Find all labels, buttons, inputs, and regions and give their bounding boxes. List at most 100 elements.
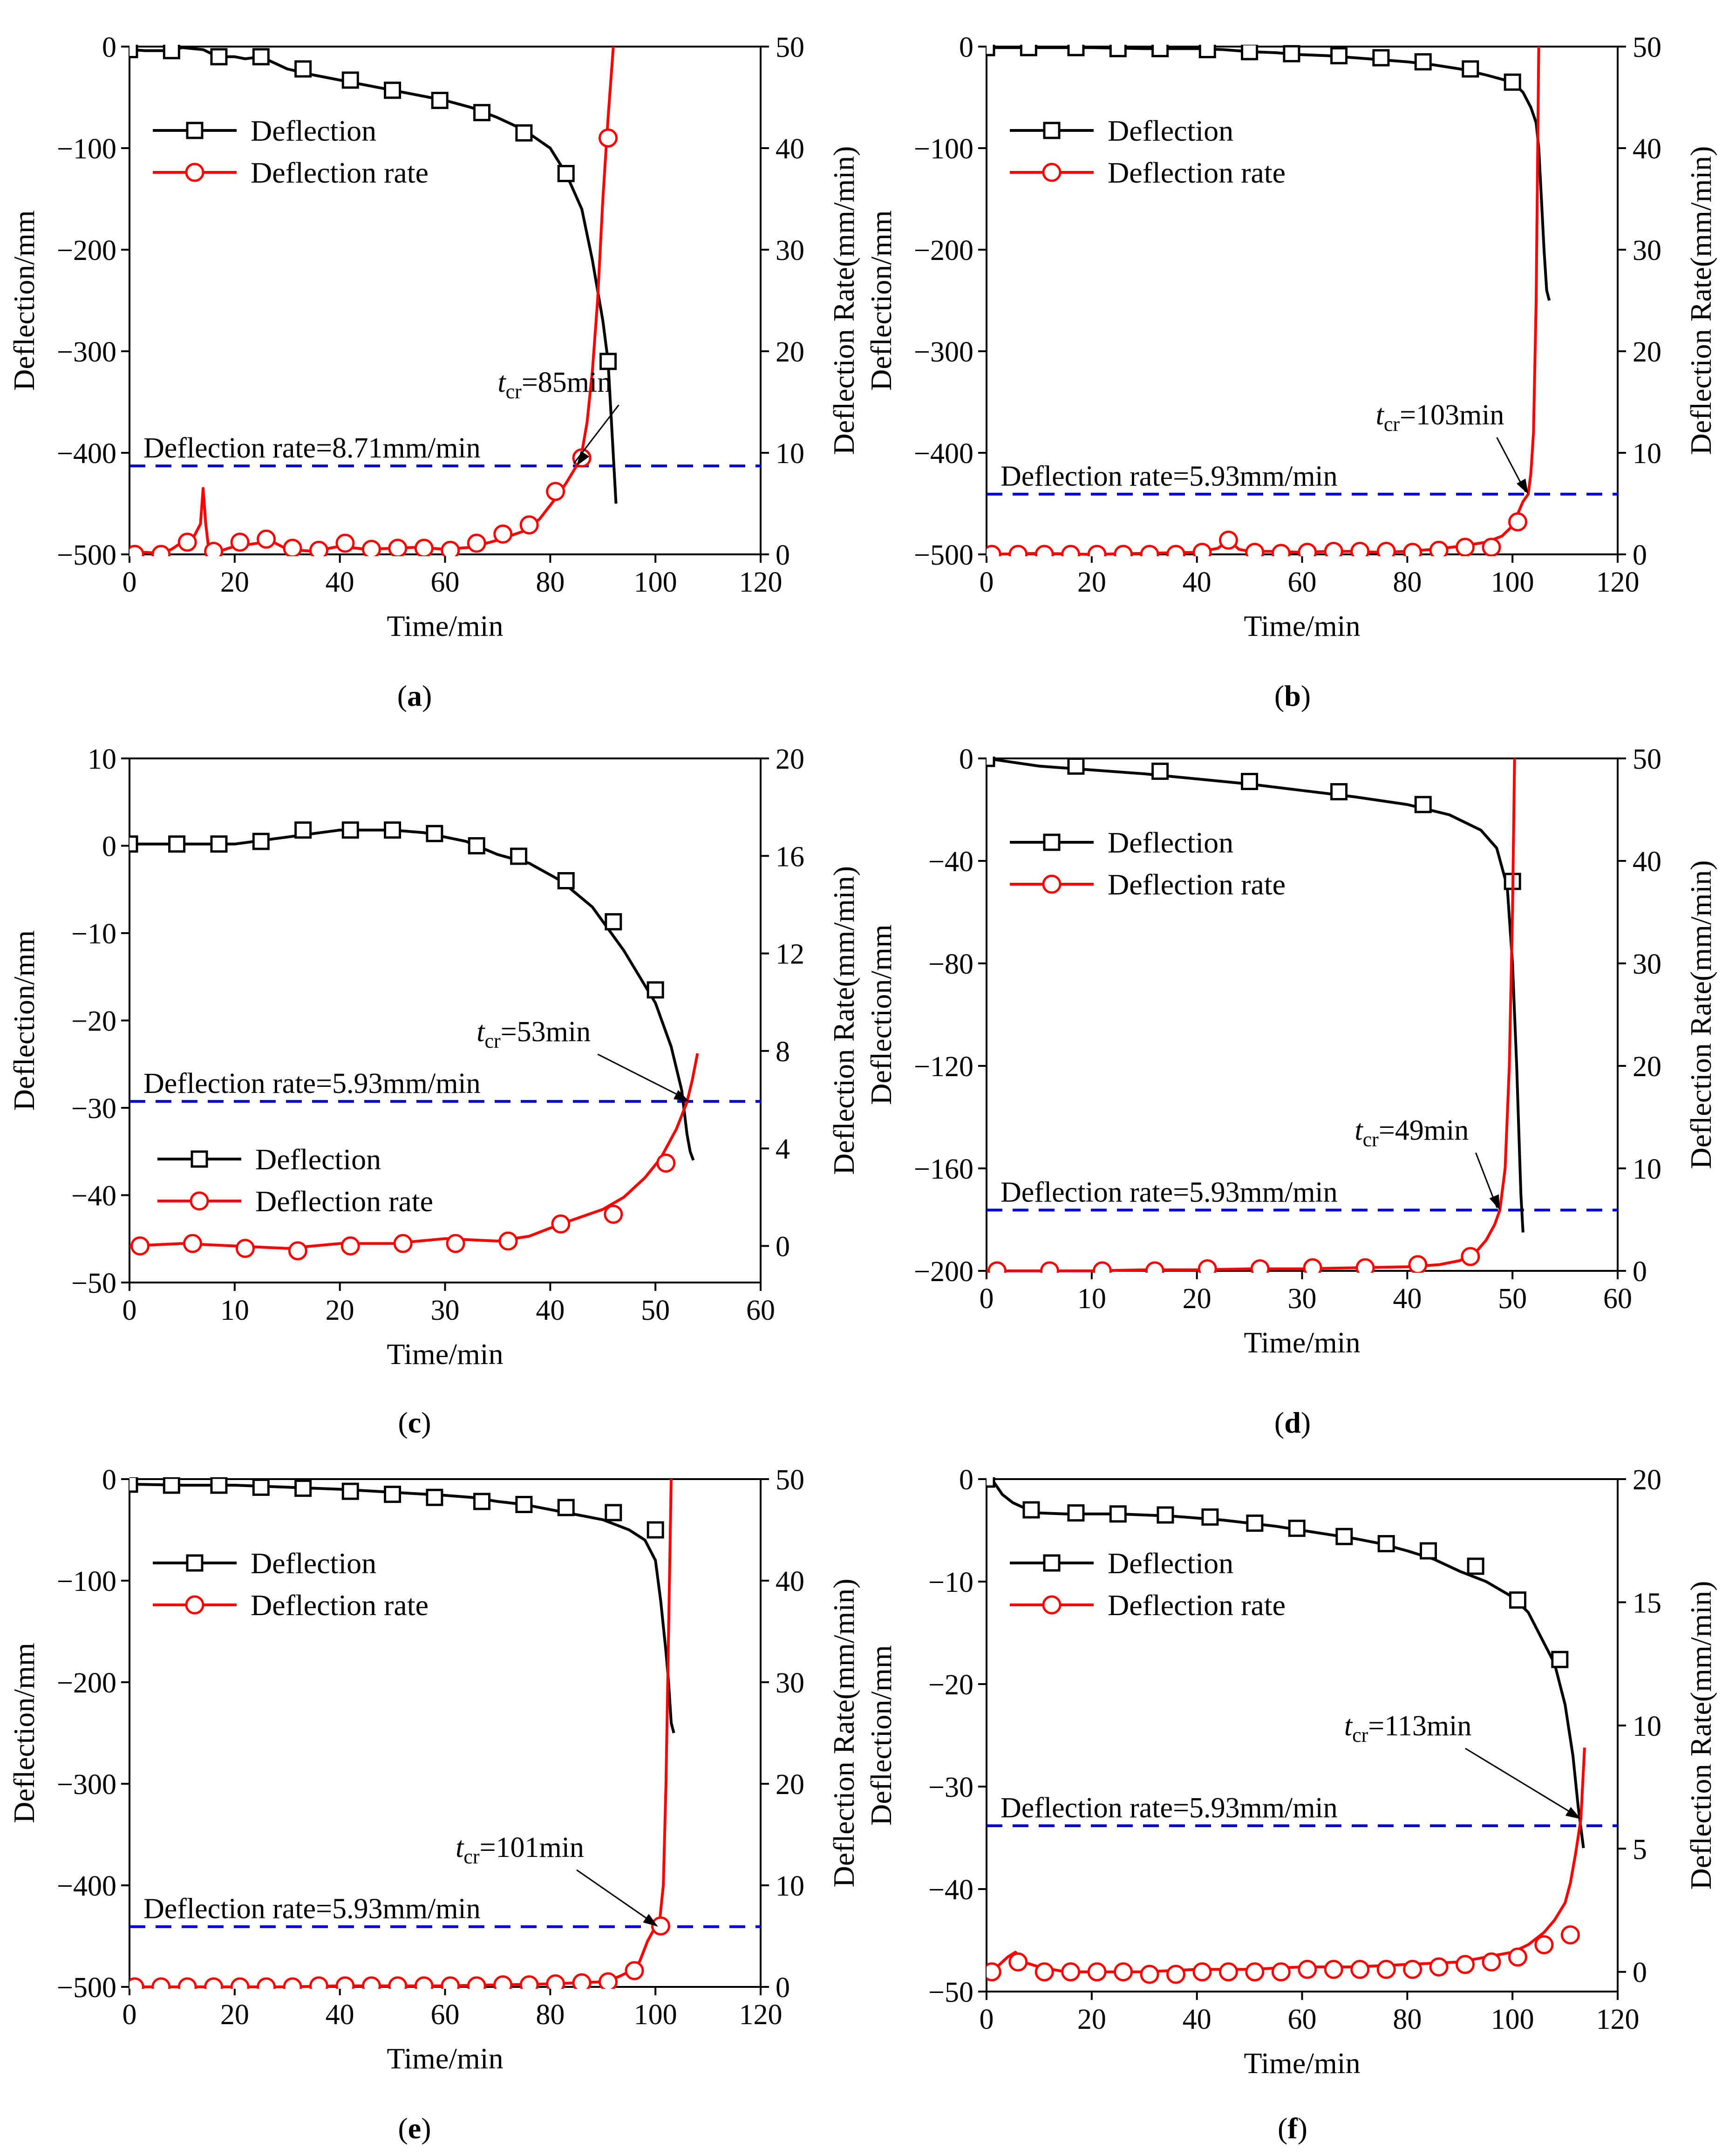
legend: Deflection Deflection rate — [1010, 826, 1286, 901]
y-left-tick-label: −30 — [71, 1093, 116, 1125]
legend-label-deflection: Deflection — [251, 114, 376, 147]
deflection-rate-marker — [1298, 543, 1317, 556]
y-left-tick-label: 0 — [102, 32, 116, 63]
y-right-axis-title: Deflection Rate(mm/min) — [1684, 146, 1717, 455]
x-tick-label: 100 — [1491, 566, 1534, 598]
deflection-rate-marker — [572, 1973, 592, 1989]
deflection-marker — [1504, 73, 1521, 91]
panel-caption: (a) — [397, 679, 432, 712]
panel-caption: (c) — [398, 1406, 431, 1439]
y-left-tick-label: −100 — [57, 1566, 116, 1597]
y-left-axis-title: Deflection/mm — [7, 930, 41, 1111]
deflection-marker — [1330, 783, 1348, 800]
deflection-rate-marker — [493, 524, 513, 544]
legend-label-deflection: Deflection — [255, 1143, 381, 1176]
deflection-marker — [473, 104, 491, 122]
deflection-marker — [341, 1482, 359, 1500]
deflection-marker — [1420, 1542, 1437, 1560]
threshold-label: Deflection rate=5.93mm/min — [1001, 1792, 1338, 1824]
deflection-rate-marker — [1482, 1952, 1501, 1972]
deflection-rate-marker — [230, 1977, 250, 1989]
y-right-tick-label: 30 — [1633, 948, 1661, 980]
deflection-rate-marker — [1087, 1962, 1107, 1982]
deflection-rate-marker — [1114, 1962, 1133, 1982]
x-tick-label: 40 — [1393, 1283, 1422, 1315]
x-tick-label: 40 — [326, 1999, 354, 2031]
deflection-marker — [1022, 1501, 1040, 1519]
y-right-tick-label: 30 — [1633, 235, 1661, 266]
x-tick-label: 0 — [980, 1283, 994, 1315]
y-left-tick-label: −500 — [914, 539, 973, 571]
panel-caption: (e) — [398, 2112, 431, 2145]
legend-label-deflection: Deflection — [1108, 114, 1233, 147]
legend-marker-deflection — [1043, 1554, 1061, 1572]
y-left-tick-label: −300 — [57, 336, 116, 368]
deflection-rate-marker — [1456, 538, 1475, 556]
deflection-marker — [210, 48, 228, 66]
y-left-tick-label: −80 — [928, 948, 973, 980]
tcr-arrow — [1465, 1747, 1579, 1818]
x-tick-label: 30 — [431, 1295, 460, 1326]
x-tick-label: 0 — [980, 2004, 994, 2035]
y-right-tick-label: 0 — [1633, 1957, 1647, 1989]
chart-c: 0 10 20 30 40 50 60100−10−20−30−40−50048121620… — [7, 744, 860, 1439]
y-right-tick-label: 50 — [1633, 744, 1661, 775]
y-right-tick-label: 10 — [1633, 438, 1661, 470]
deflection-rate-marker — [177, 1977, 197, 1989]
y-left-tick-label: −50 — [71, 1268, 116, 1299]
deflection-rate-marker — [1534, 1935, 1554, 1955]
series-line-deflection-rate — [987, 758, 1516, 1272]
deflection-rate-marker — [1145, 1261, 1164, 1273]
x-axis-title: Time/min — [387, 2042, 503, 2075]
deflection-marker — [1151, 763, 1169, 780]
deflection-marker — [557, 872, 575, 889]
legend: Deflection Deflection rate — [1010, 1547, 1286, 1622]
tcr-arrow — [597, 1053, 687, 1100]
deflection-marker — [129, 835, 138, 853]
deflection-rate-marker — [599, 128, 618, 148]
x-tick-label: 10 — [220, 1295, 249, 1326]
deflection-rate-marker — [1482, 538, 1501, 556]
deflection-marker — [168, 835, 186, 853]
legend-marker-rate — [190, 1191, 209, 1211]
deflection-marker — [647, 981, 664, 999]
deflection-rate-marker — [204, 1977, 224, 1989]
tcr-label: tcr=101min — [456, 1832, 584, 1868]
tcr-arrow-head — [1516, 478, 1529, 494]
deflection-marker — [1109, 1505, 1127, 1523]
deflection-rate-marker — [1355, 1258, 1375, 1273]
y-right-tick-label: 20 — [1633, 1051, 1661, 1083]
y-left-tick-label: −40 — [928, 846, 973, 878]
y-left-tick-label: 0 — [959, 744, 973, 775]
deflection-rate-marker — [1166, 1965, 1185, 1984]
deflection-rate-marker — [1140, 1965, 1159, 1984]
y-left-tick-label: −40 — [928, 1874, 973, 1906]
y-right-tick-label: 20 — [776, 336, 804, 368]
deflection-rate-marker — [129, 1977, 144, 1989]
tcr-label: tcr=85min — [497, 367, 612, 403]
deflection-marker — [1151, 45, 1169, 57]
deflection-rate-marker — [1140, 545, 1159, 556]
y-right-tick-label: 15 — [1633, 1587, 1661, 1619]
x-tick-label: 40 — [326, 566, 354, 598]
deflection-rate-marker — [414, 1976, 434, 1989]
y-left-tick-label: −400 — [914, 438, 973, 470]
deflection-marker — [1246, 1515, 1264, 1532]
legend: Deflection Deflection rate — [153, 1547, 429, 1622]
deflection-rate-marker — [388, 539, 408, 556]
x-tick-label: 120 — [739, 1999, 783, 2031]
tcr-arrow-head — [673, 1090, 689, 1102]
plot-area — [129, 45, 761, 556]
legend-label-rate: Deflection rate — [1108, 1589, 1286, 1622]
deflection-marker — [515, 1496, 533, 1513]
legend-label-rate: Deflection rate — [251, 1589, 429, 1622]
deflection-rate-marker — [288, 1241, 307, 1261]
deflection-rate-marker — [656, 1153, 676, 1173]
tcr-label: tcr=53min — [476, 1016, 591, 1052]
series-line-deflection-rate — [987, 1747, 1586, 1973]
y-right-tick-label: 30 — [776, 235, 804, 266]
x-tick-label: 80 — [1393, 566, 1422, 598]
y-right-tick-label: 10 — [1633, 1153, 1661, 1185]
deflection-rate-marker — [130, 1236, 150, 1256]
y-right-axis-title: Deflection Rate(mm/min) — [827, 146, 860, 455]
